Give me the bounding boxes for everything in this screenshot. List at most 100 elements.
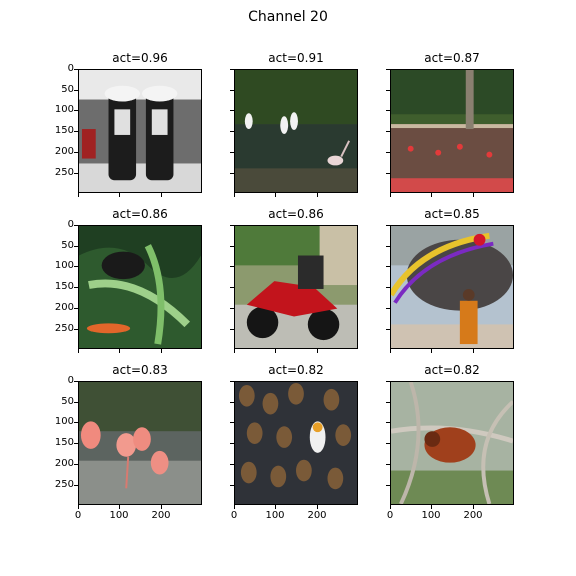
x-tick [431,349,432,353]
x-tick [78,349,79,353]
y-tick-label: 0 [67,63,74,74]
x-tick [431,193,432,197]
y-tick [386,266,390,267]
x-tick [119,193,120,197]
y-tick [74,381,78,382]
y-tick [230,110,234,111]
panel-image [390,225,514,349]
panel-image [78,225,202,349]
x-tick [317,349,318,353]
y-tick-label: 150 [54,437,74,448]
y-tick [74,173,78,174]
y-tick [230,246,234,247]
y-tick-label: 200 [54,458,74,469]
image-panel: act=0.82 0 100 200 [386,363,514,521]
y-tick [386,485,390,486]
image-panel: act=0.86 [230,207,358,353]
y-tick [386,464,390,465]
y-tick [230,402,234,403]
y-tick-label: 100 [54,416,74,427]
panel-title: act=0.85 [424,207,480,221]
x-tick [275,505,276,509]
x-tick [119,349,120,353]
x-tick [234,349,235,353]
y-tick-label: 250 [54,323,74,334]
y-tick [74,110,78,111]
x-tick [78,505,79,509]
y-tick [230,152,234,153]
y-tick [230,131,234,132]
y-tick [230,329,234,330]
image-panel: act=0.91 [230,51,358,197]
image-panel: act=0.96 0 50 100 150 200 250 [55,51,202,197]
y-tick [386,225,390,226]
y-tick-label: 250 [54,167,74,178]
y-tick [386,443,390,444]
y-tick [230,225,234,226]
image-panel: act=0.86 0 50 100 150 200 250 [55,207,202,353]
panel-image [234,381,358,505]
panel-title: act=0.83 [112,363,168,377]
y-tick [230,464,234,465]
y-tick-label: 100 [54,104,74,115]
x-tick [431,505,432,509]
x-tick-label: 0 [386,510,394,521]
x-tick [317,505,318,509]
x-tick-label: 200 [307,510,327,521]
x-tick [78,193,79,197]
y-tick [386,246,390,247]
y-tick [74,308,78,309]
y-tick [386,329,390,330]
y-tick [74,443,78,444]
y-tick-label: 50 [61,84,74,95]
x-tick-label: 0 [230,510,238,521]
y-tick [230,308,234,309]
y-tick [74,287,78,288]
x-tick [161,505,162,509]
y-tick [230,443,234,444]
y-tick [74,152,78,153]
x-tick [234,193,235,197]
panel-title: act=0.87 [424,51,480,65]
x-tick [234,505,235,509]
y-tick-label: 50 [61,240,74,251]
x-tick [473,349,474,353]
panel-title: act=0.86 [268,207,324,221]
y-tick [386,69,390,70]
y-tick [386,173,390,174]
y-tick [74,69,78,70]
y-tick [74,90,78,91]
y-tick [74,402,78,403]
y-tick [386,131,390,132]
y-tick [230,266,234,267]
x-tick-label: 200 [463,510,483,521]
y-tick [74,266,78,267]
y-tick [386,110,390,111]
panel-title: act=0.96 [112,51,168,65]
y-tick-label: 200 [54,302,74,313]
y-tick [386,152,390,153]
y-tick [386,308,390,309]
x-tick-label: 100 [421,510,441,521]
y-tick [230,90,234,91]
y-tick [74,246,78,247]
x-tick [390,349,391,353]
y-tick [386,90,390,91]
y-tick [230,173,234,174]
y-tick-label: 200 [54,146,74,157]
x-tick-label: 100 [265,510,285,521]
x-tick [473,193,474,197]
y-tick [74,225,78,226]
image-panel: act=0.82 0 100 200 [230,363,358,521]
y-tick [386,402,390,403]
y-tick-label: 0 [67,375,74,386]
x-tick [317,193,318,197]
x-tick [390,193,391,197]
y-tick [74,422,78,423]
panel-image [390,381,514,505]
y-tick-label: 150 [54,281,74,292]
x-tick [119,505,120,509]
image-panel: act=0.87 [386,51,514,197]
panel-image [78,381,202,505]
